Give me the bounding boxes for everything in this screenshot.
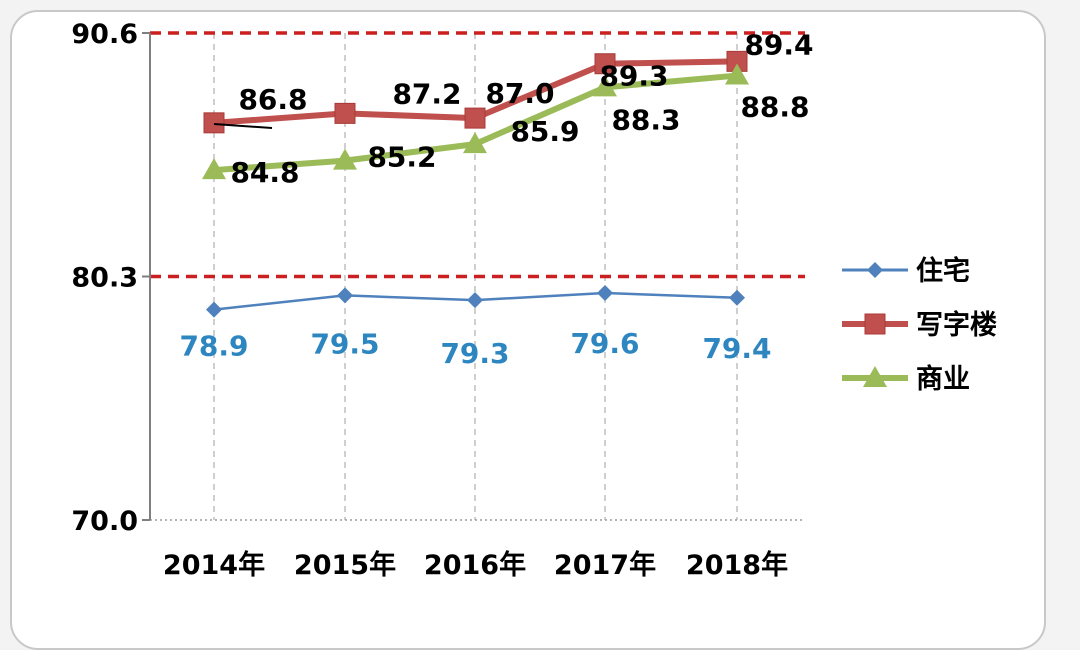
point-住宅-2016年: [467, 292, 483, 309]
axes: 90.6 80.3 70.0 2014年 2015年 2016年 2017年 2018年: [71, 19, 802, 581]
y-tick-label: 90.6: [71, 19, 138, 50]
series-layer: [202, 50, 749, 318]
data-label-住宅: 79.5: [310, 327, 379, 360]
data-label-商业: 85.9: [510, 115, 579, 148]
point-商业-2015年: [333, 148, 357, 170]
reference-lines: [150, 31, 805, 279]
point-商业-2014年: [202, 158, 226, 180]
point-商业-2018年: [725, 63, 749, 85]
y-tick-label: 80.3: [71, 263, 138, 294]
data-label-住宅: 79.3: [440, 337, 509, 370]
point-商业-2016年: [463, 132, 487, 154]
point-写字楼-2015年: [334, 102, 356, 124]
x-tick-label: 2018年: [686, 549, 788, 581]
data-label-商业: 88.3: [611, 103, 680, 136]
legend-label: 住宅: [916, 255, 970, 287]
point-商业-2017年: [593, 75, 617, 97]
data-label-住宅: 79.6: [570, 327, 639, 360]
point-住宅-2017年: [597, 285, 613, 302]
line-chart: 90.6 80.3 70.0 2014年 2015年 2016年 2017年 2018年 78…: [71, 19, 997, 581]
label-leader-line: [213, 123, 273, 129]
x-tick-label: 2015年: [294, 549, 396, 581]
point-写字楼-2017年: [594, 53, 616, 75]
point-住宅-2015年: [337, 287, 353, 304]
data-label-写字楼: 89.4: [744, 28, 813, 61]
y-tick-label: 70.0: [71, 506, 138, 537]
legend-marker-住宅: [867, 262, 883, 278]
data-label-商业: 84.8: [230, 156, 299, 189]
data-label-写字楼: 86.8: [238, 83, 307, 116]
legend-marker-商业: [863, 366, 887, 387]
data-label-住宅: 78.9: [179, 330, 248, 363]
data-label-商业: 85.2: [367, 141, 436, 174]
data-label-写字楼: 87.0: [485, 77, 554, 110]
legend-label: 写字楼: [916, 309, 997, 341]
point-住宅-2018年: [729, 289, 745, 306]
point-写字楼-2016年: [464, 107, 486, 129]
legend-marker-写字楼: [864, 313, 886, 335]
data-label-写字楼: 89.3: [599, 60, 668, 93]
x-tick-label: 2016年: [424, 549, 526, 581]
data-labels: 78.9 79.5 79.3 79.6 79.4 86.8 87.2 87.0 89.3 89.4…: [179, 28, 813, 370]
point-住宅-2014年: [206, 301, 222, 318]
data-label-写字楼: 87.2: [392, 77, 461, 110]
data-label-商业: 88.8: [740, 91, 809, 124]
x-tick-label: 2014年: [163, 549, 265, 581]
point-写字楼-2014年: [203, 112, 225, 134]
legend-label: 商业: [916, 364, 970, 395]
data-label-住宅: 79.4: [702, 332, 771, 365]
x-tick-label: 2017年: [554, 549, 656, 581]
